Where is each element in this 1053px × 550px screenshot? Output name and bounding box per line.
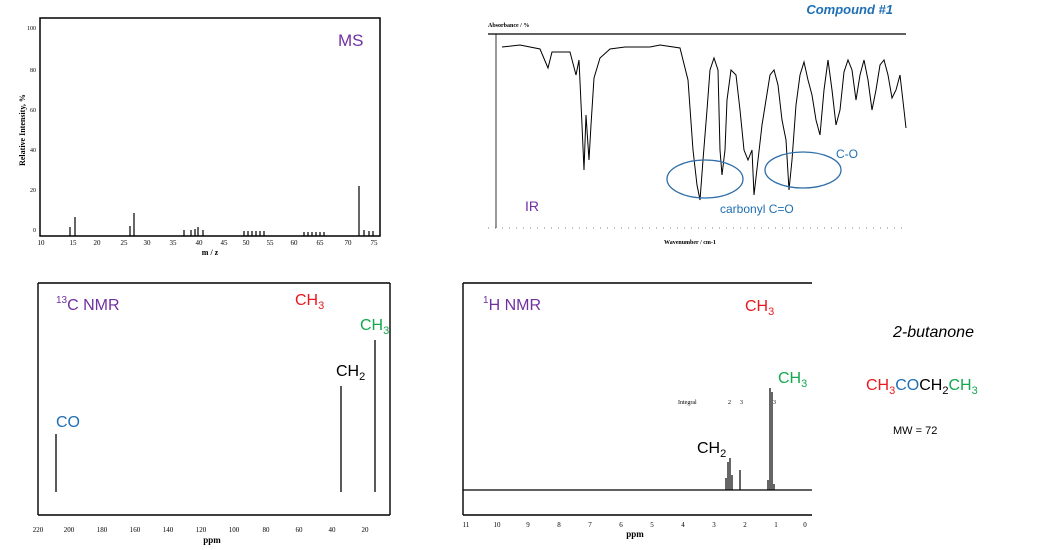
- ms-ytick: 60: [30, 108, 36, 114]
- h1-integral-value: 3: [773, 400, 776, 406]
- c13-ch3-top: CH3: [295, 292, 324, 312]
- c13-ch2: CH2: [336, 363, 365, 383]
- c13-xtick: 120: [196, 526, 207, 534]
- ms-ytick: 0: [33, 228, 36, 234]
- ir-title: Absorbance / %: [488, 23, 529, 29]
- h1-integral-label: Integral: [678, 400, 697, 406]
- ir-label: IR: [525, 198, 539, 214]
- h1-ch3-peak: CH3: [778, 370, 807, 390]
- c13-title: 13C NMR: [56, 295, 120, 314]
- h1-xtick: 11: [463, 521, 470, 529]
- h1-title: 1H NMR: [483, 295, 541, 314]
- ms-xlabel: m / z: [202, 248, 219, 257]
- c13-xtick: 100: [229, 526, 240, 534]
- ms-xtick: 60: [291, 239, 299, 247]
- h1-ch2: CH2: [697, 440, 726, 460]
- compound-name: 2-butanone: [892, 324, 974, 341]
- h1-xtick: 6: [619, 521, 623, 529]
- c13-xtick: 80: [263, 526, 271, 534]
- c13-xtick: 160: [130, 526, 141, 534]
- c13-xtick: 200: [64, 526, 75, 534]
- ms-xtick: 70: [345, 239, 353, 247]
- carbonyl-circle: [666, 159, 744, 199]
- c13-xtick: 180: [97, 526, 108, 534]
- ms-label: MS: [338, 31, 364, 50]
- ms-xtick: 50: [243, 239, 251, 247]
- compound-formula: CH3COCH2CH3: [866, 377, 978, 397]
- ms-xtick: 65: [317, 239, 325, 247]
- ms-ylabel: Relative Intensity, %: [18, 94, 27, 166]
- c13-xticks: 220 200 180 160 140 120 100 80 60 40 20: [33, 526, 369, 534]
- c13-xtick: 140: [163, 526, 174, 534]
- c13-xlabel: ppm: [203, 535, 221, 545]
- c13-ch3-peak: CH3: [360, 317, 389, 337]
- c13-xtick: 20: [362, 526, 370, 534]
- ms-xtick: 10: [38, 239, 46, 247]
- ir-spectrum: [501, 44, 907, 201]
- h1-xtick: 2: [743, 521, 747, 529]
- compound-info: 2-butanone CH3COCH2CH3 MW = 72: [866, 324, 978, 437]
- c13-co: CO: [56, 414, 80, 431]
- h1-xtick: 0: [803, 521, 807, 529]
- h1-integral-value: 3: [740, 400, 743, 406]
- h1-xtick: 9: [526, 521, 530, 529]
- h1-xtick: 10: [494, 521, 502, 529]
- h1-xtick: 3: [712, 521, 716, 529]
- ms-ytick: 20: [30, 188, 36, 194]
- c13-xtick: 40: [329, 526, 337, 534]
- c13-panel: 13C NMR CH3 CH3 CH2 CO 220 200 180 160 1…: [33, 282, 391, 545]
- c13-xtick: 220: [33, 526, 44, 534]
- h1-xticks: 11 10 9 8 7 6 5 4 3 2 1 0: [463, 521, 808, 529]
- ms-xtick: 20: [94, 239, 102, 247]
- ms-ytick: 100: [27, 26, 36, 32]
- h1-xtick: 4: [681, 521, 685, 529]
- compound-number: Compound #1: [806, 2, 893, 17]
- ms-xtick: 45: [221, 239, 229, 247]
- ms-xtick: 55: [267, 239, 275, 247]
- h1-xlabel: ppm: [626, 529, 644, 539]
- co-label: C-O: [836, 147, 858, 161]
- ms-xtick: 40: [196, 239, 204, 247]
- c13-peaks: [55, 340, 376, 492]
- ms-ytick: 80: [30, 68, 36, 74]
- molecular-weight: MW = 72: [893, 425, 937, 437]
- h1-xtick: 1: [774, 521, 778, 529]
- ms-xticks: 10 15 20 25 30 35 40 45 50 55 60 65 70 7…: [38, 239, 379, 247]
- ms-xtick: 25: [121, 239, 129, 247]
- h1-integral-value: 2: [728, 400, 731, 406]
- ms-xtick: 35: [170, 239, 178, 247]
- ms-frame: [39, 17, 381, 237]
- h1-peaks: [725, 388, 775, 490]
- h1-panel: 1H NMR CH3 CH3 CH2 Integral 2 3 3 11 10 …: [462, 282, 812, 539]
- h1-ch3-top: CH3: [745, 298, 774, 318]
- ms-peaks: [69, 186, 374, 236]
- h1-xtick: 8: [557, 521, 561, 529]
- ir-panel: Compound #1 Absorbance / % IR carbonyl C…: [488, 2, 907, 246]
- ms-panel: MS Relative Intensity, % 100 80 60 40 20…: [18, 17, 381, 257]
- h1-xtick: 5: [650, 521, 654, 529]
- carbonyl-label: carbonyl C=O: [720, 202, 794, 216]
- ms-ytick: 40: [30, 148, 36, 154]
- ms-xtick: 15: [70, 239, 78, 247]
- ir-xlabel: Wavenumber / cm-1: [664, 240, 716, 246]
- co-circle: [764, 151, 842, 189]
- ms-yticks: 100 80 60 40 20 0: [27, 26, 36, 234]
- c13-xtick: 60: [296, 526, 304, 534]
- h1-xtick: 7: [588, 521, 592, 529]
- ms-xtick: 30: [144, 239, 152, 247]
- ms-xtick: 75: [371, 239, 379, 247]
